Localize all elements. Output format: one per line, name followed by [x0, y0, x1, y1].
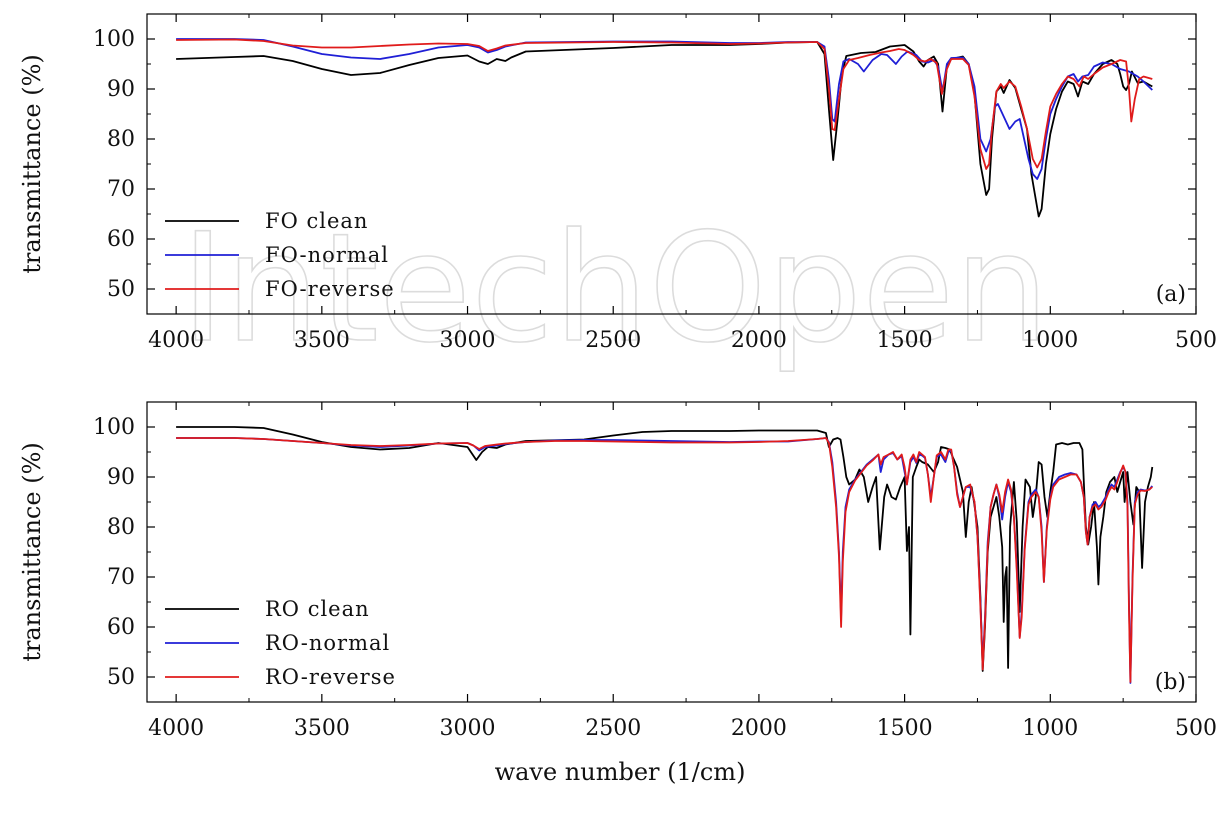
x-tick-label: 4000 [148, 328, 204, 353]
legend-label: FO-reverse [265, 277, 395, 301]
series-line-fo-clean [176, 41, 1153, 218]
series-group [176, 426, 1154, 684]
legend-label: FO clean [265, 209, 368, 233]
x-tick-label: 1000 [1022, 716, 1078, 741]
x-tick-label: 2000 [731, 716, 787, 741]
series-line-fo-normal [176, 38, 1153, 180]
y-tick-label: 100 [93, 415, 135, 440]
y-tick-label: 100 [93, 27, 135, 52]
y-axis-title: transmittance (%) [18, 54, 46, 274]
watermark: IntechOpen [181, 202, 1050, 376]
y-tick-label: 90 [107, 77, 135, 102]
x-tick-label: 3500 [294, 328, 350, 353]
y-tick-label: 50 [107, 277, 135, 302]
y-tick-label: 60 [107, 227, 135, 252]
panel-tag: (b) [1155, 670, 1186, 695]
plot-frame [146, 401, 1197, 703]
panel-b: 4000 3500 3000 2500 2000 1500 1000 500 50 60 70 80 9… [18, 401, 1217, 741]
x-tick-label: 3000 [440, 328, 496, 353]
legend-label: FO-normal [265, 243, 389, 267]
y-tick-label: 50 [107, 665, 135, 690]
series-group [176, 38, 1153, 218]
x-tick-label: 3500 [294, 716, 350, 741]
x-tick-label: 3000 [440, 716, 496, 741]
x-tick-label: 1000 [1022, 328, 1078, 353]
y-tick-label: 80 [107, 127, 135, 152]
y-tick-label: 60 [107, 615, 135, 640]
panel-tag: (a) [1156, 282, 1186, 307]
x-tick-label: 1500 [877, 716, 933, 741]
x-tick-label: 1500 [877, 328, 933, 353]
series-line-ro-clean [176, 426, 1154, 672]
y-tick-label: 70 [107, 177, 135, 202]
series-line-fo-reverse [176, 38, 1153, 170]
x-tick-label: 4000 [148, 716, 204, 741]
legend-label: RO-reverse [265, 665, 396, 689]
y-axis-title: transmittance (%) [18, 442, 46, 662]
legend-label: RO clean [265, 597, 370, 621]
panel-a: 4000 3500 3000 2500 2000 1500 1000 500 50 60 70 80 9… [18, 13, 1217, 353]
legend-label: RO-normal [265, 631, 390, 655]
x-tick-label: 2500 [585, 328, 641, 353]
series-line-ro-reverse [176, 437, 1153, 683]
y-tick-label: 70 [107, 565, 135, 590]
x-tick-label: 2000 [731, 328, 787, 353]
x-tick-label: 500 [1175, 328, 1217, 353]
y-tick-label: 90 [107, 465, 135, 490]
x-axis-title: wave number (1/cm) [495, 758, 746, 786]
x-tick-label: 500 [1175, 716, 1217, 741]
y-tick-label: 80 [107, 515, 135, 540]
x-tick-label: 2500 [585, 716, 641, 741]
